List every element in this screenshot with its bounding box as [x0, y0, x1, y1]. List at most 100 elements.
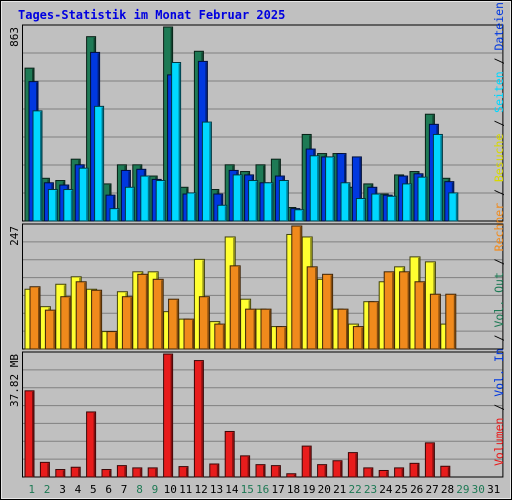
chart-title: Tages-Statistik im Monat Februar 2025: [18, 8, 285, 22]
bar-shade: [40, 111, 42, 221]
bar-volumen-day-15: [240, 455, 251, 478]
bar-rechner-day-6: [106, 331, 118, 350]
bar-shade: [423, 282, 425, 349]
x-tick-label: 15: [241, 483, 254, 496]
legend-separator: /: [492, 251, 506, 272]
x-tick-label: 11: [179, 483, 192, 496]
bar-volumen-day-1: [24, 390, 35, 478]
legend-entry: Vol. Out: [492, 272, 506, 327]
bar-shade: [317, 156, 319, 221]
bar-shade: [330, 275, 333, 349]
bar-shade: [145, 275, 148, 349]
bar-shade: [176, 300, 179, 349]
bar-shade: [401, 468, 404, 477]
bar-seiten-day-13: [217, 204, 228, 222]
bar-rechner-day-14: [229, 265, 241, 350]
x-tick-label: 19: [302, 483, 315, 496]
bar-shade: [38, 287, 40, 349]
bar-shade: [201, 361, 203, 477]
bar-shade: [253, 310, 256, 349]
legend-entry: Rechner: [492, 203, 506, 252]
bar-shade: [301, 210, 304, 221]
bar-shade: [346, 310, 348, 349]
x-tick-label: 8: [136, 483, 143, 496]
bar-shade: [278, 466, 280, 477]
bar-seiten-day-18: [294, 209, 305, 222]
bar-shade: [363, 199, 365, 221]
bar-rechner-day-10: [168, 298, 180, 350]
bar-rechner-day-13: [214, 323, 226, 350]
bar-seiten-day-23: [371, 193, 382, 222]
bar-rechner-day-2: [44, 309, 56, 350]
bar-shade: [139, 468, 142, 477]
legend-separator: /: [492, 397, 506, 418]
bar-shade: [78, 468, 80, 477]
legend-entry: Volumen: [492, 418, 506, 466]
bar-shade: [163, 181, 165, 221]
bar-shade: [455, 193, 458, 221]
bar-seiten-day-19: [309, 155, 320, 222]
bar-shade: [315, 267, 317, 349]
x-tick-label: 13: [210, 483, 223, 496]
bar-shade: [207, 297, 209, 349]
bar-shade: [271, 183, 273, 221]
bar-seiten-day-28: [448, 192, 459, 222]
x-tick-label: 12: [194, 483, 207, 496]
x-tick-label: 27: [425, 483, 438, 496]
x-tick-label: 6: [105, 483, 112, 496]
bar-shade: [440, 135, 442, 221]
x-tick-label: 2: [44, 483, 51, 496]
bar-volumen-day-19: [301, 445, 312, 478]
x-tick-label: 28: [441, 483, 454, 496]
legend-separator: /: [492, 182, 506, 203]
bar-seiten-day-7: [124, 186, 135, 222]
bar-volumen-day-21: [332, 460, 343, 478]
bar-shade: [70, 190, 73, 221]
y-axis-max-label: 247: [8, 226, 21, 246]
bar-seiten-day-22: [355, 198, 366, 222]
bar-volumen-day-13: [209, 463, 220, 478]
bar-seiten-day-2: [47, 189, 58, 222]
bar-rechner-day-12: [198, 296, 210, 350]
bar-shade: [194, 193, 196, 221]
bar-volumen-day-27: [424, 442, 435, 478]
bar-rechner-day-21: [337, 308, 349, 350]
x-axis-ticks: 1 2 3 4 5 6 7 8 9 10 11 12 13 14 15 16 17 18 19 20 21 22 23 24 2…: [28, 483, 500, 496]
bar-rechner-day-15: [245, 308, 257, 350]
bar-shade: [47, 463, 49, 477]
bar-seiten-day-10: [171, 62, 182, 222]
bar-shade: [376, 302, 379, 349]
bar-volumen-day-25: [394, 467, 405, 478]
bar-shade: [355, 453, 357, 477]
bar-seiten-day-4: [78, 167, 89, 222]
bar-rechner-day-18: [291, 225, 303, 350]
x-tick-label: 21: [333, 483, 346, 496]
bar-rechner-day-8: [137, 273, 149, 350]
bar-seiten-day-12: [201, 121, 212, 222]
bar-shade: [340, 461, 342, 477]
bar-seiten-day-20: [325, 156, 336, 222]
bar-shade: [93, 412, 96, 477]
bar-seiten-day-27: [432, 133, 443, 222]
x-tick-label: 16: [256, 483, 269, 496]
x-tick-label: 5: [90, 483, 97, 496]
bar-shade: [232, 432, 234, 477]
bar-shade: [84, 282, 86, 349]
bar-rechner-day-22: [352, 326, 364, 350]
bar-shade: [378, 195, 381, 221]
bar-volumen-day-5: [86, 411, 97, 478]
chart-panels: 863 247 37.82 MB: [8, 24, 504, 478]
bar-shade: [222, 325, 225, 349]
bar-rechner-day-27: [429, 293, 441, 350]
bar-shade: [53, 311, 55, 349]
bar-volumen-day-10: [163, 353, 174, 478]
legend-entry: Dateien: [492, 2, 506, 50]
x-tick-label: 10: [164, 483, 177, 496]
bar-shade: [209, 123, 211, 221]
bar-shade: [417, 464, 419, 477]
bar-shade: [101, 107, 104, 221]
bar-seiten-day-17: [278, 180, 289, 222]
right-legend: Volumen / Vol. In / Vol. Out / Rechner /…: [492, 0, 506, 466]
y-axis-max-label: 37.82 MB: [8, 354, 21, 407]
